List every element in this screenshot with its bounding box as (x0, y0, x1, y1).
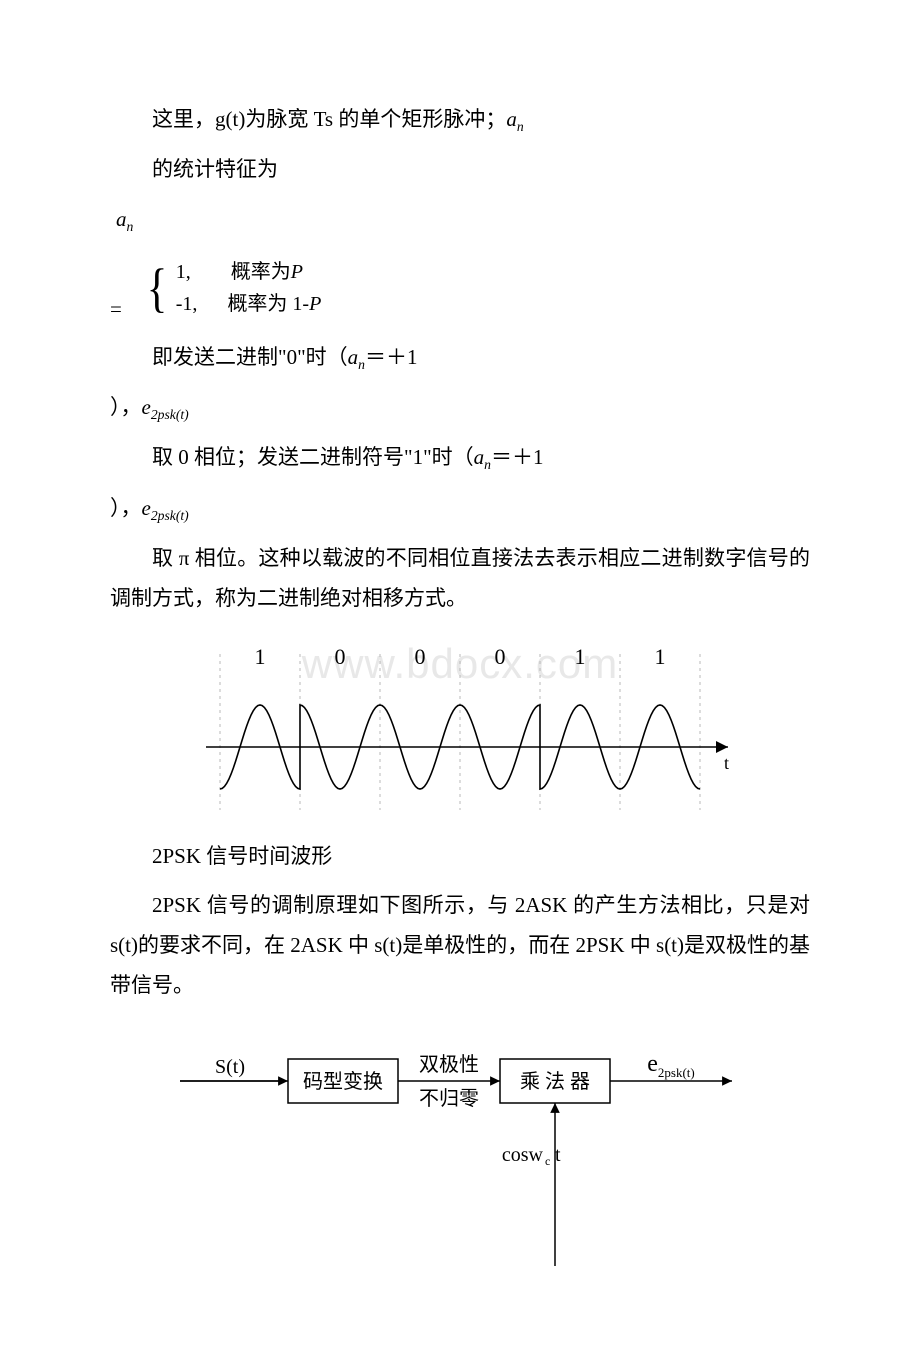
svg-text:0: 0 (415, 644, 426, 669)
paragraph-3: 即发送二进制"0"时（an＝＋1 (110, 338, 810, 378)
case1-txt: 概率为 (231, 261, 291, 283)
svg-text:1: 1 (575, 644, 586, 669)
paragraph-6: ），e2psk(t) (110, 489, 810, 529)
svg-text:e2psk(t): e2psk(t) (647, 1051, 695, 1080)
block-diagram-figure: S(t) 码型变换 双极性不归零 乘 法 器 e2psk(t) coswct (110, 1026, 810, 1282)
svg-text:码型变换: 码型变换 (303, 1070, 383, 1093)
case1: 1, 概率为P (176, 256, 322, 288)
case2-val: -1, (176, 293, 198, 315)
case2-txt: 概率为 1- (227, 293, 309, 315)
svg-text:1: 1 (655, 644, 666, 669)
paragraph-5: 取 0 相位；发送二进制符号"1"时（an＝＋1 (110, 438, 810, 478)
p3-a: 即发送二进制"0"时（ (152, 345, 348, 369)
p6-var: e (142, 496, 151, 520)
cases-block: = { 1, 概率为P -1, 概率为 1-P (110, 250, 810, 326)
p4-var: e (142, 395, 151, 419)
svg-text:cosw: cosw (502, 1144, 544, 1166)
var-alone: an (116, 200, 810, 240)
p5-expr-tail: ＝＋1 (491, 445, 544, 469)
p2-text: 的统计特征为 (152, 157, 278, 181)
svg-text:不归零: 不归零 (419, 1087, 479, 1110)
paragraph-7: 取 π 相位。这种以载波的不同相位直接法去表示相应二进制数字信号的调制方式，称为… (110, 539, 810, 619)
case2: -1, 概率为 1-P (176, 288, 322, 320)
brace-left-icon: { (146, 256, 167, 320)
paragraph-4: ），e2psk(t) (110, 388, 810, 428)
p6-a: ）， (110, 496, 142, 520)
svg-text:t: t (724, 753, 729, 773)
var-n: n (127, 219, 134, 234)
p3-expr-tail: ＝＋1 (365, 345, 418, 369)
svg-text:0: 0 (495, 644, 506, 669)
svg-text:S(t): S(t) (215, 1056, 245, 1078)
p3-expr-sub: n (358, 357, 365, 372)
var-a: a (116, 207, 127, 231)
p5-expr: a (474, 445, 485, 469)
paragraph-2: 的统计特征为 (110, 150, 810, 190)
p4-a: ）， (110, 395, 142, 419)
case1-val: 1, (176, 261, 191, 283)
case1-gap (196, 261, 226, 283)
case2-gap (202, 293, 222, 315)
p1-var: a (506, 107, 517, 131)
p8-text: 2PSK 信号的调制原理如下图所示，与 2ASK 的产生方法相比，只是对 s(t… (110, 893, 810, 997)
caption-1: 2PSK 信号时间波形 (110, 840, 810, 870)
case1-sym: P (291, 261, 303, 283)
svg-text:0: 0 (335, 644, 346, 669)
paragraph-1: 这里，g(t)为脉宽 Ts 的单个矩形脉冲；an (110, 100, 810, 140)
svg-text:双极性: 双极性 (419, 1053, 479, 1076)
case2-sym: P (309, 293, 321, 315)
p7-text: 取 π 相位。这种以载波的不同相位直接法去表示相应二进制数字信号的调制方式，称为… (110, 546, 810, 610)
p1-sub: n (517, 119, 524, 134)
p5-expr-sub: n (484, 458, 491, 473)
svg-text:c: c (545, 1154, 550, 1168)
eq-lead: = (110, 297, 122, 326)
p1-text-a: 这里，g(t)为脉宽 Ts 的单个矩形脉冲； (152, 107, 506, 131)
p6-sub: 2psk(t) (151, 508, 189, 523)
waveform-figure: www.bdocx.com 100011t (110, 632, 810, 828)
waveform-svg: 1 0 0 0 1 1 t (190, 632, 730, 822)
paragraph-8: 2PSK 信号的调制原理如下图所示，与 2ASK 的产生方法相比，只是对 s(t… (110, 886, 810, 1006)
svg-text:t: t (555, 1144, 561, 1166)
p4-sub: 2psk(t) (151, 407, 189, 422)
block-diagram-svg: S(t) 码型变换 双极性不归零 乘 法 器 e2psk(t) coswct (170, 1026, 750, 1276)
svg-text:1: 1 (255, 644, 266, 669)
p3-expr: a (348, 345, 359, 369)
p5-a: 取 0 相位；发送二进制符号"1"时（ (152, 445, 474, 469)
caption1-text: 2PSK 信号时间波形 (152, 844, 332, 868)
svg-text:乘 法 器: 乘 法 器 (520, 1070, 590, 1093)
